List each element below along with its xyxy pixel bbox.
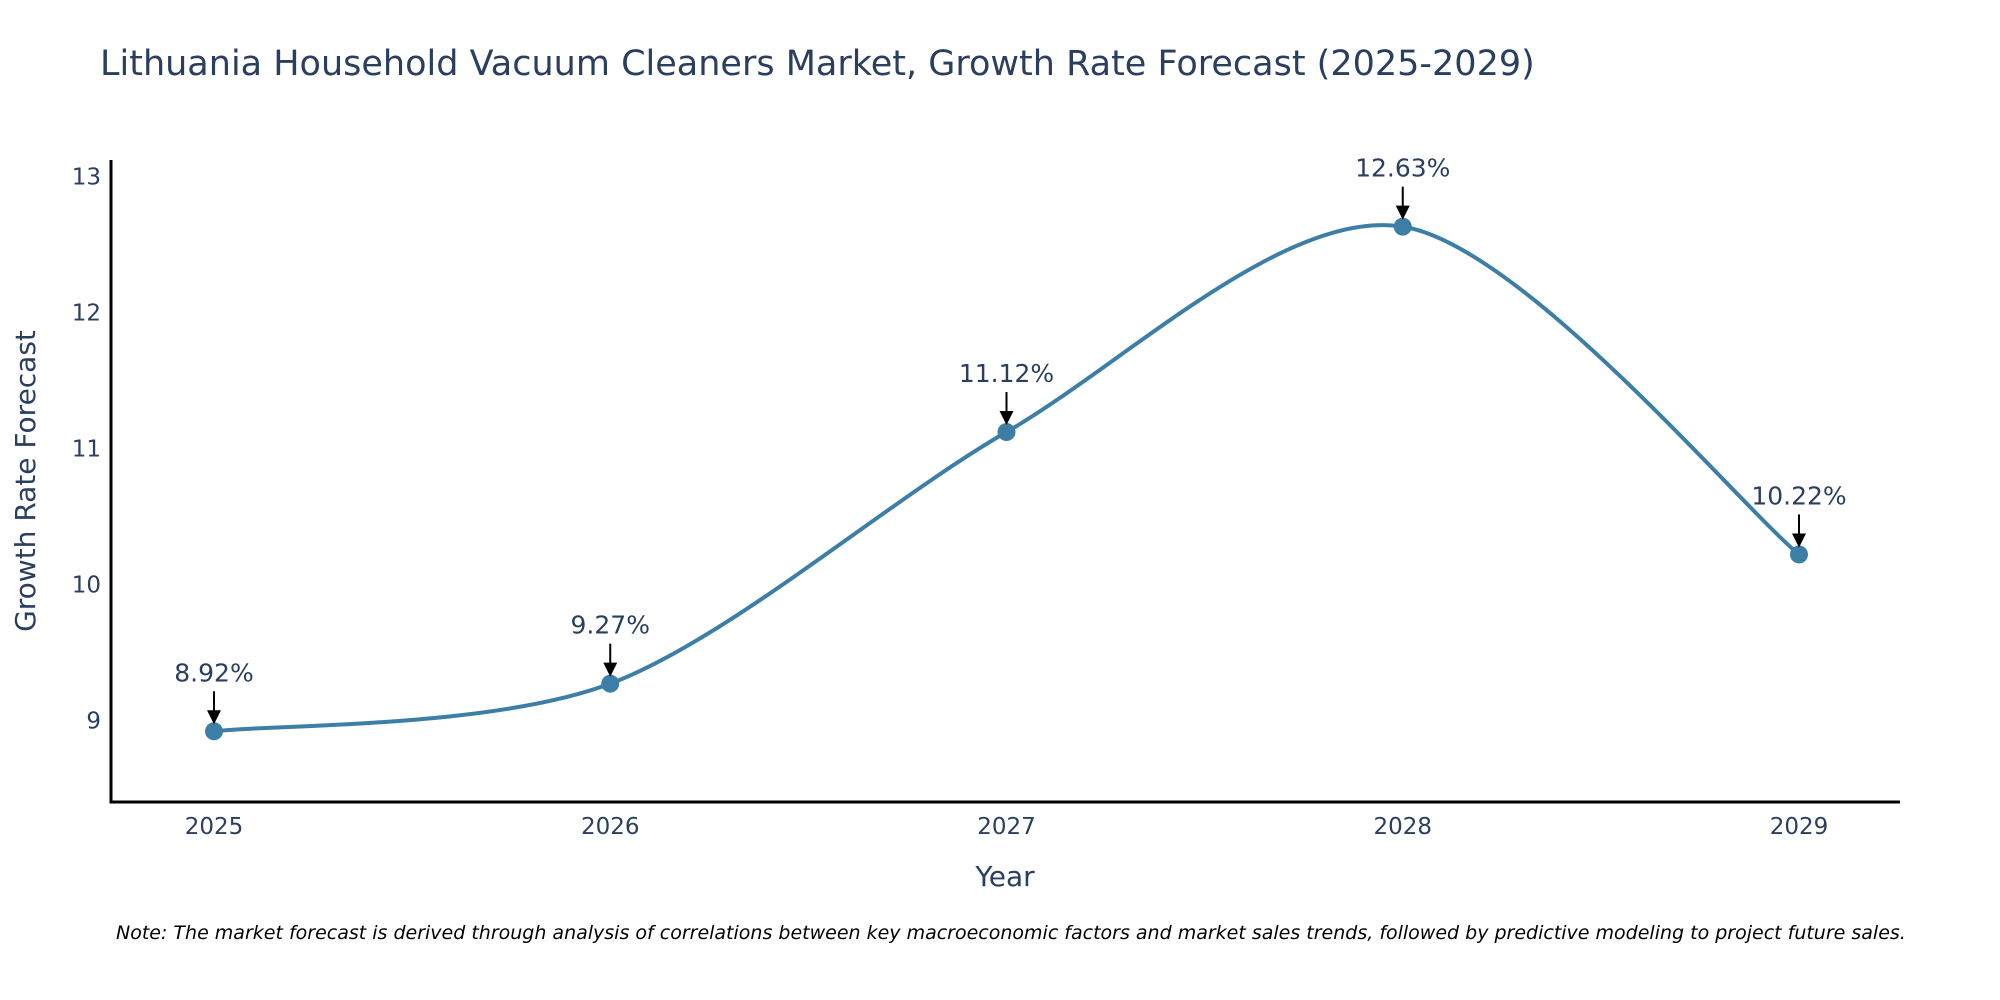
y-tick-label: 9 — [86, 708, 101, 734]
x-tick-label: 2026 — [581, 814, 640, 840]
data-point-2025 — [205, 722, 223, 741]
y-axis-title: Growth Rate Forecast — [9, 330, 42, 632]
y-tick-label: 11 — [72, 436, 101, 462]
series-line-layer — [213, 223, 1801, 734]
data-label-2029: 10.22% — [1751, 481, 1846, 510]
data-point-2027 — [997, 423, 1016, 442]
annotation-arrow-head — [207, 710, 221, 725]
x-axis-title: Year — [974, 860, 1035, 893]
y-tick-label: 13 — [72, 164, 101, 190]
y-tick-label: 10 — [72, 572, 101, 598]
annotation-arrow-head — [1395, 205, 1410, 220]
chart-note: Note: The market forecast is derived thr… — [116, 922, 1906, 944]
series-line — [213, 223, 1801, 734]
tick-labels: 9 10 11 12 13 2025 2026 2027 2028 2029 — [72, 164, 1829, 840]
x-tick-label: 2027 — [977, 814, 1036, 840]
data-label-2027: 11.12% — [959, 359, 1054, 388]
data-point-2029 — [1790, 545, 1808, 564]
data-point-2026 — [601, 674, 620, 693]
data-label-2028: 12.63% — [1355, 154, 1450, 183]
data-markers — [205, 217, 1808, 741]
annotation-arrow-head — [999, 411, 1014, 426]
x-tick-label: 2029 — [1770, 814, 1829, 840]
data-point-2028 — [1393, 217, 1412, 236]
annotation-arrow-head — [1792, 533, 1806, 548]
chart-title: Lithuania Household Vacuum Cleaners Mark… — [100, 44, 1535, 84]
data-labels: 8.92% 9.27% 11.12% 12.63% 10.22% — [174, 154, 1847, 725]
y-tick-label: 12 — [72, 300, 101, 326]
x-tick-label: 2025 — [185, 814, 244, 840]
x-tick-label: 2028 — [1373, 814, 1432, 840]
axes — [109, 160, 1900, 804]
data-label-2026: 9.27% — [571, 611, 650, 640]
annotation-arrow-head — [603, 662, 618, 677]
data-label-2025: 8.92% — [174, 658, 253, 687]
